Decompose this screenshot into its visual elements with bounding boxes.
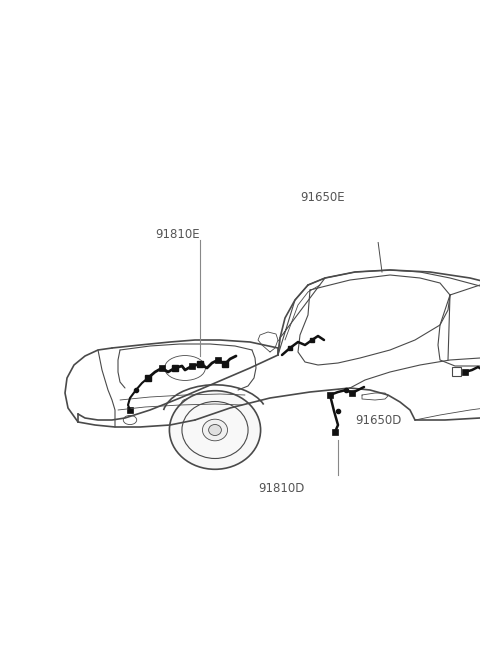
FancyBboxPatch shape [159, 365, 165, 371]
Text: 91810D: 91810D [258, 481, 304, 495]
FancyBboxPatch shape [349, 390, 355, 396]
FancyBboxPatch shape [332, 430, 338, 435]
Ellipse shape [169, 390, 261, 469]
Text: 91650D: 91650D [355, 413, 401, 426]
Text: 91650E: 91650E [300, 191, 345, 204]
Ellipse shape [203, 419, 228, 441]
FancyBboxPatch shape [189, 364, 195, 369]
Text: 91810E: 91810E [155, 229, 200, 242]
Ellipse shape [209, 424, 221, 436]
FancyBboxPatch shape [215, 358, 221, 363]
FancyBboxPatch shape [127, 407, 133, 413]
FancyBboxPatch shape [462, 369, 468, 375]
FancyBboxPatch shape [327, 392, 333, 398]
